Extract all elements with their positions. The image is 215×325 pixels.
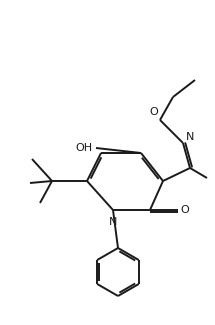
- Text: N: N: [109, 217, 117, 227]
- Text: O: O: [150, 107, 158, 117]
- Text: O: O: [181, 205, 189, 215]
- Text: OH: OH: [75, 143, 93, 153]
- Text: N: N: [186, 132, 194, 142]
